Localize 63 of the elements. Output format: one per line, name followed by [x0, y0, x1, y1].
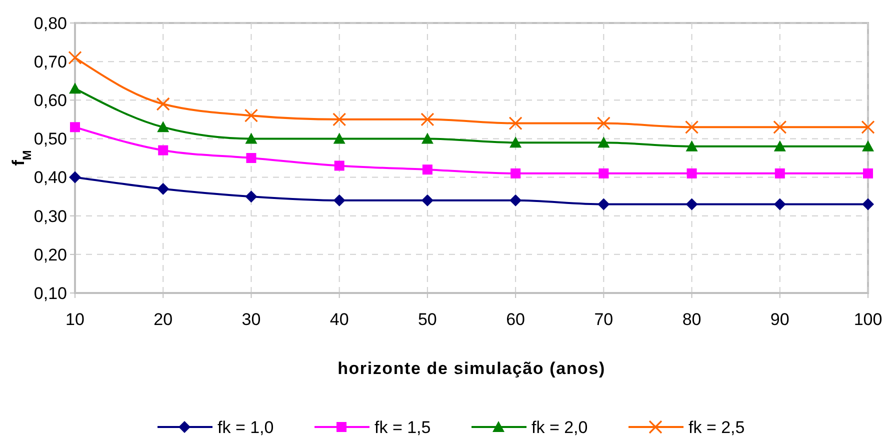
- point: [686, 140, 698, 152]
- legend-label: fk = 1,0: [218, 418, 274, 437]
- point: [334, 160, 344, 171]
- x-tick-label: 50: [418, 310, 437, 329]
- y-tick-label: 0,80: [34, 14, 67, 33]
- point: [510, 136, 522, 148]
- point: [510, 194, 522, 206]
- point: [774, 140, 786, 152]
- y-tick-label: 0,20: [34, 245, 67, 264]
- x-tick-label: 30: [242, 310, 261, 329]
- x-tick-label: 80: [682, 310, 702, 329]
- y-tick-label: 0,30: [34, 206, 67, 226]
- point: [332, 112, 346, 126]
- point: [157, 121, 170, 132]
- legend-label: fk = 2,0: [532, 418, 588, 437]
- point: [69, 82, 81, 94]
- point: [508, 116, 522, 130]
- point: [510, 168, 521, 178]
- point: [863, 168, 873, 178]
- y-tick-label: 0,40: [34, 168, 67, 188]
- x-tick-label: 90: [770, 310, 790, 329]
- point: [598, 168, 609, 178]
- point: [774, 198, 786, 210]
- point: [421, 194, 434, 206]
- point: [244, 108, 258, 122]
- x-tick-label: 60: [506, 310, 526, 329]
- legend-label: fk = 2,5: [688, 418, 745, 437]
- point: [596, 116, 610, 130]
- point: [686, 198, 698, 210]
- point: [686, 168, 697, 178]
- point: [70, 122, 80, 132]
- point: [246, 153, 256, 163]
- point: [598, 198, 610, 210]
- y-tick-label: 0,10: [34, 284, 67, 303]
- point: [774, 168, 785, 178]
- point: [245, 132, 258, 144]
- point: [69, 171, 81, 184]
- point: [862, 140, 874, 152]
- x-tick-label: 40: [330, 310, 349, 329]
- point: [156, 97, 170, 111]
- point: [333, 132, 346, 144]
- point: [420, 112, 434, 126]
- legend-label: fk = 1,5: [374, 418, 431, 437]
- x-tick-label: 10: [66, 310, 84, 329]
- point: [333, 194, 346, 206]
- point: [421, 132, 434, 144]
- y-tick-label: 0,60: [34, 91, 67, 110]
- x-tick-label: 70: [594, 310, 614, 329]
- point: [773, 120, 787, 134]
- point: [158, 145, 168, 156]
- point: [598, 136, 610, 148]
- y-tick-label: 0,50: [34, 130, 67, 149]
- point: [245, 190, 258, 203]
- y-tick-label: 0,70: [34, 52, 67, 72]
- x-tick-label: 20: [154, 310, 173, 329]
- x-tick-label: 100: [854, 310, 882, 329]
- point: [684, 120, 699, 134]
- point: [422, 164, 432, 175]
- point: [157, 182, 170, 195]
- point: [68, 50, 82, 65]
- point: [862, 198, 874, 210]
- x-axis-title: horizonte de simulação (anos): [338, 359, 606, 378]
- point: [861, 120, 875, 134]
